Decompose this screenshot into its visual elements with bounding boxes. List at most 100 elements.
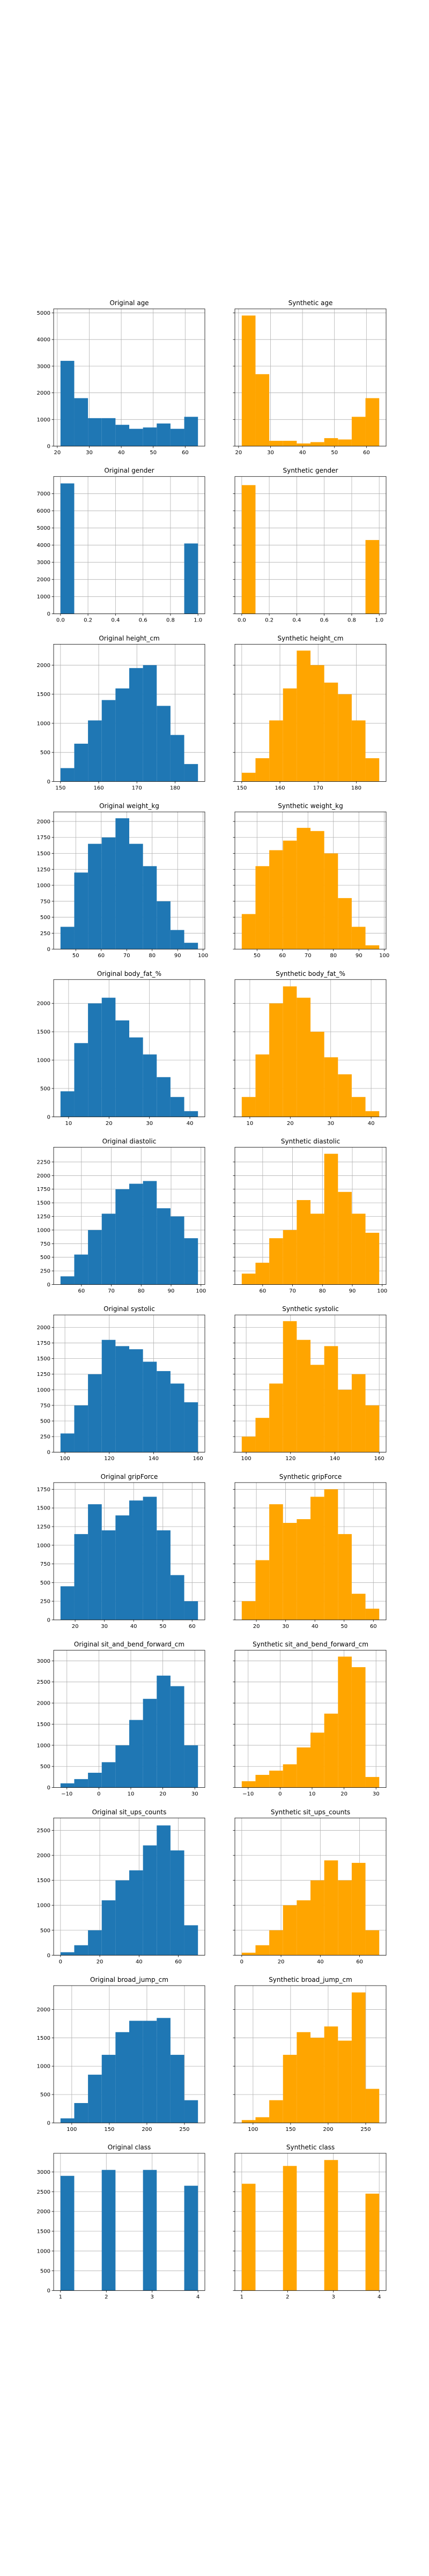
bar: [365, 1776, 380, 1788]
bar: [74, 743, 88, 782]
bar: [88, 1930, 102, 1956]
x-tick-label: 0.8: [166, 618, 175, 624]
axes-frame: [234, 644, 387, 782]
bar: [351, 1213, 366, 1285]
bar: [157, 1530, 171, 1620]
panel-title: Original gender: [104, 467, 154, 475]
axes-frame: [53, 1650, 205, 1788]
y-tick-label: 1500: [37, 1356, 50, 1362]
panel-title: Synthetic class: [286, 2144, 335, 2151]
bar: [129, 1037, 143, 1117]
bar: [351, 1594, 366, 1620]
bar: [115, 1745, 129, 1788]
bar: [60, 1783, 75, 1788]
y-tick-label: 750: [40, 899, 50, 905]
axes-frame: [53, 1147, 205, 1285]
bar: [283, 986, 297, 1117]
bar: [88, 1374, 102, 1453]
bar: [241, 773, 256, 782]
panel-title: Original age: [109, 299, 149, 307]
bar: [338, 439, 352, 446]
x-tick-label: 40: [187, 1121, 194, 1127]
bar: [297, 1200, 310, 1285]
panel-title: Synthetic systolic: [282, 1305, 338, 1313]
y-tick-label: 1500: [37, 2035, 50, 2041]
bar: [143, 1054, 157, 1117]
y-tick-label: 500: [40, 1928, 50, 1934]
bar: [143, 427, 157, 446]
bar: [365, 1930, 380, 1956]
axes-frame: [53, 644, 205, 782]
bar: [143, 1845, 157, 1956]
x-tick-label: 50: [254, 953, 261, 959]
bar: [88, 1230, 102, 1285]
bar: [115, 1020, 129, 1117]
bar: [365, 2193, 380, 2291]
bar: [74, 2103, 88, 2123]
bar: [338, 1880, 352, 1956]
panel-title: Synthetic gender: [283, 467, 338, 475]
panel-title: Original systolic: [103, 1305, 155, 1313]
bar: [310, 831, 324, 950]
bar: [351, 927, 366, 950]
bar: [74, 1534, 88, 1620]
x-tick-label: 2: [105, 2294, 108, 2300]
y-tick-label: 1000: [37, 1743, 50, 1749]
bar: [101, 700, 116, 782]
x-tick-label: 150: [236, 785, 247, 791]
bar: [60, 1952, 75, 1956]
bar: [351, 1992, 366, 2123]
y-tick-label: 1000: [37, 2064, 50, 2070]
x-tick-label: 40: [312, 1624, 319, 1630]
bar: [297, 2032, 310, 2123]
y-tick-label: 1500: [37, 1506, 50, 1512]
bar: [351, 1667, 366, 1788]
bar: [269, 1383, 283, 1453]
bar: [324, 1489, 338, 1620]
x-tick-label: 60: [182, 450, 189, 456]
bar: [324, 1860, 338, 1956]
bar: [241, 1601, 256, 1620]
x-tick-label: 50: [72, 953, 79, 959]
bar: [255, 1774, 270, 1788]
x-tick-label: 20: [159, 1792, 166, 1797]
x-tick-label: 150: [285, 2127, 295, 2133]
bar: [101, 2055, 116, 2123]
bar: [310, 1497, 324, 1620]
bar: [269, 1504, 283, 1620]
y-tick-label: 1000: [37, 594, 50, 600]
bar: [115, 1189, 129, 1285]
x-tick-label: 200: [323, 2127, 333, 2133]
y-tick-label: 250: [40, 1599, 50, 1605]
bar: [115, 1346, 129, 1453]
y-tick-label: 1250: [37, 1214, 50, 1220]
x-tick-label: 70: [305, 953, 312, 959]
bar: [101, 837, 116, 950]
x-tick-label: 60: [78, 1289, 85, 1294]
x-tick-label: 20: [72, 1624, 79, 1630]
y-tick-label: 0: [47, 1114, 50, 1120]
bar: [365, 398, 380, 446]
axes-frame: [53, 476, 205, 615]
bar: [60, 768, 75, 782]
bar: [255, 374, 270, 446]
y-tick-label: 1250: [37, 867, 50, 873]
bar: [365, 540, 380, 614]
bar: [129, 843, 143, 950]
bar: [269, 1771, 283, 1788]
bar: [283, 1523, 297, 1620]
panel-title: Original sit_ups_counts: [92, 1808, 167, 1816]
y-tick-label: 500: [40, 1086, 50, 1092]
bar: [338, 1074, 352, 1117]
x-tick-label: 160: [374, 1456, 384, 1462]
y-tick-label: 500: [40, 915, 50, 921]
bar: [88, 2075, 102, 2123]
x-tick-label: 0.4: [111, 618, 120, 624]
bar: [157, 2018, 171, 2123]
bar: [74, 1945, 88, 1956]
bar: [157, 423, 171, 446]
bar: [170, 1216, 184, 1285]
y-tick-label: 2000: [37, 2209, 50, 2215]
y-tick-label: 500: [40, 1255, 50, 1261]
x-tick-label: 0.6: [139, 618, 147, 624]
